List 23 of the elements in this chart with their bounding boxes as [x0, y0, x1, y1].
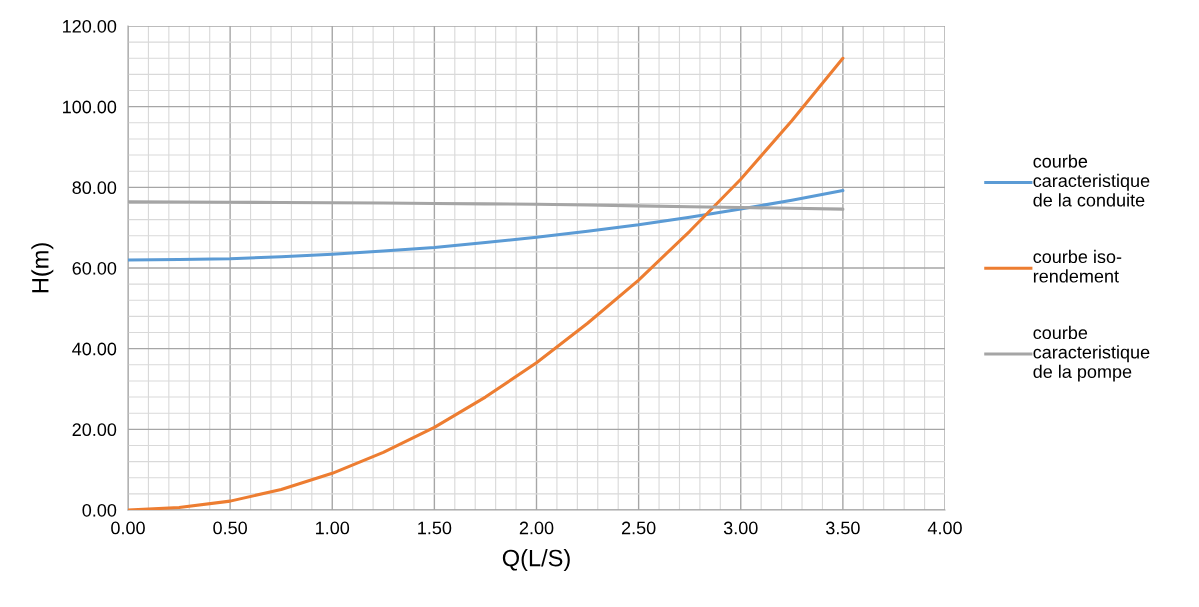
- y-axis-title: H(m): [31, 243, 54, 293]
- y-tick-label: 40.00: [72, 342, 117, 356]
- x-axis-title: Q(L/S): [502, 549, 570, 572]
- x-tick-label: 1.50: [418, 521, 452, 535]
- legend-label: courbe caracteristique de la pompe: [1033, 325, 1150, 382]
- x-tick-label: 3.00: [723, 521, 758, 535]
- x-tick-label: 1.00: [316, 521, 350, 535]
- legend-label: courbe iso-rendement: [1033, 249, 1122, 283]
- x-tick-label: 0.50: [213, 521, 247, 535]
- y-tick-label: 60.00: [72, 261, 117, 275]
- x-tick-label: 0.00: [111, 521, 145, 535]
- line-series: [128, 189, 845, 262]
- y-tick-label: 100.00: [63, 100, 117, 114]
- x-tick-label: 3.50: [825, 521, 860, 535]
- y-tick-label: 20.00: [72, 423, 117, 437]
- y-tick-label: 120.00: [63, 19, 117, 33]
- y-tick-label: 80.00: [72, 181, 117, 195]
- legend-label: courbe caracteristique de la conduite: [1033, 154, 1150, 207]
- line-series: [128, 56, 845, 510]
- x-tick-label: 4.00: [927, 521, 962, 535]
- x-tick-label: 2.00: [519, 521, 554, 535]
- y-tick-label: 0.00: [82, 503, 117, 517]
- x-tick-label: 2.50: [621, 521, 656, 535]
